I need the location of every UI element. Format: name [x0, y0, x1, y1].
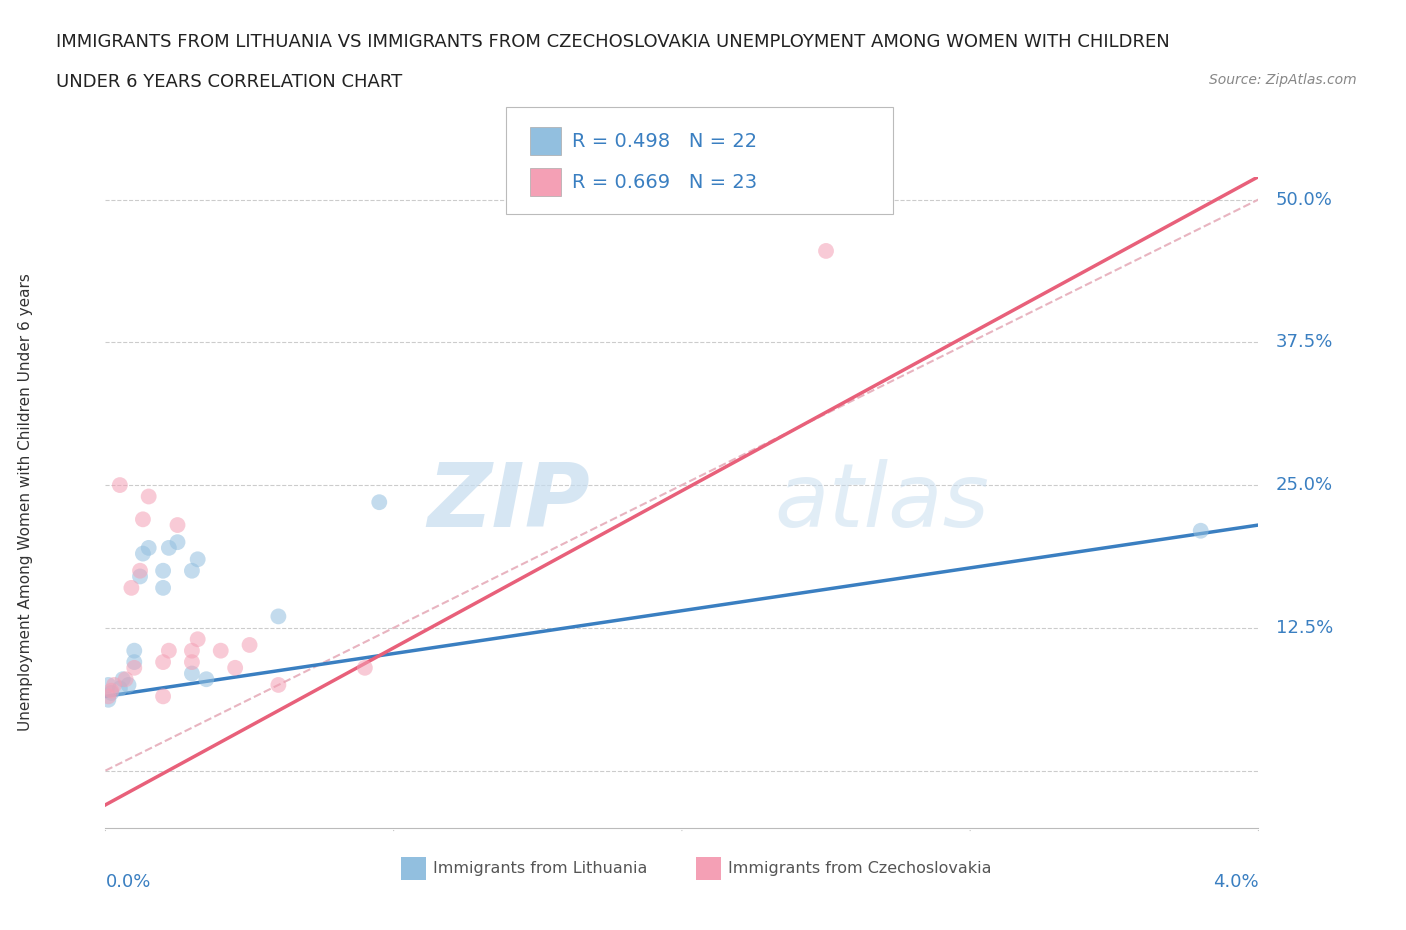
- Point: [180, 655, 202, 670]
- Point: [152, 655, 174, 670]
- Point: [103, 677, 125, 692]
- Point: [97, 692, 120, 707]
- Point: [239, 638, 262, 653]
- Point: [129, 569, 152, 584]
- Text: 25.0%: 25.0%: [1275, 476, 1333, 494]
- Point: [124, 660, 146, 675]
- Point: [224, 660, 246, 675]
- Point: [195, 671, 218, 686]
- Point: [152, 564, 174, 578]
- Point: [152, 580, 174, 595]
- Point: [180, 666, 202, 681]
- Point: [152, 689, 174, 704]
- Point: [97, 689, 120, 704]
- Text: Unemployment Among Women with Children Under 6 years: Unemployment Among Women with Children U…: [18, 273, 32, 731]
- Point: [1189, 524, 1212, 538]
- Text: Immigrants from Czechoslovakia: Immigrants from Czechoslovakia: [728, 861, 991, 876]
- Point: [157, 540, 180, 555]
- Point: [368, 495, 391, 510]
- Text: R = 0.669   N = 23: R = 0.669 N = 23: [572, 173, 758, 192]
- Point: [267, 609, 290, 624]
- Text: IMMIGRANTS FROM LITHUANIA VS IMMIGRANTS FROM CZECHOSLOVAKIA UNEMPLOYMENT AMONG W: IMMIGRANTS FROM LITHUANIA VS IMMIGRANTS …: [56, 33, 1170, 50]
- Point: [138, 540, 160, 555]
- Text: R = 0.498   N = 22: R = 0.498 N = 22: [572, 132, 758, 151]
- Point: [117, 677, 139, 692]
- Text: UNDER 6 YEARS CORRELATION CHART: UNDER 6 YEARS CORRELATION CHART: [56, 73, 402, 90]
- Point: [138, 489, 160, 504]
- Text: atlas: atlas: [775, 459, 988, 545]
- Point: [132, 546, 155, 561]
- Point: [124, 655, 146, 670]
- Point: [108, 681, 131, 696]
- Point: [111, 671, 134, 686]
- Point: [267, 677, 290, 692]
- Point: [187, 551, 209, 566]
- Point: [166, 535, 188, 550]
- Text: ZIP: ZIP: [427, 458, 589, 546]
- Point: [132, 512, 155, 526]
- Point: [180, 564, 202, 578]
- Text: 0.0%: 0.0%: [105, 873, 150, 891]
- Text: 50.0%: 50.0%: [1275, 191, 1333, 208]
- Point: [97, 677, 120, 692]
- Point: [815, 244, 838, 259]
- Point: [100, 685, 122, 700]
- Point: [114, 671, 136, 686]
- Text: 4.0%: 4.0%: [1213, 873, 1258, 891]
- Text: 12.5%: 12.5%: [1275, 618, 1333, 637]
- Point: [353, 660, 375, 675]
- Point: [108, 478, 131, 493]
- Point: [120, 580, 142, 595]
- Point: [187, 631, 209, 646]
- Text: Immigrants from Lithuania: Immigrants from Lithuania: [433, 861, 647, 876]
- Point: [209, 644, 232, 658]
- Point: [157, 644, 180, 658]
- Point: [124, 644, 146, 658]
- Text: Source: ZipAtlas.com: Source: ZipAtlas.com: [1209, 73, 1357, 86]
- Point: [100, 684, 122, 698]
- Text: 37.5%: 37.5%: [1275, 333, 1333, 352]
- Point: [166, 518, 188, 533]
- Point: [180, 644, 202, 658]
- Point: [129, 564, 152, 578]
